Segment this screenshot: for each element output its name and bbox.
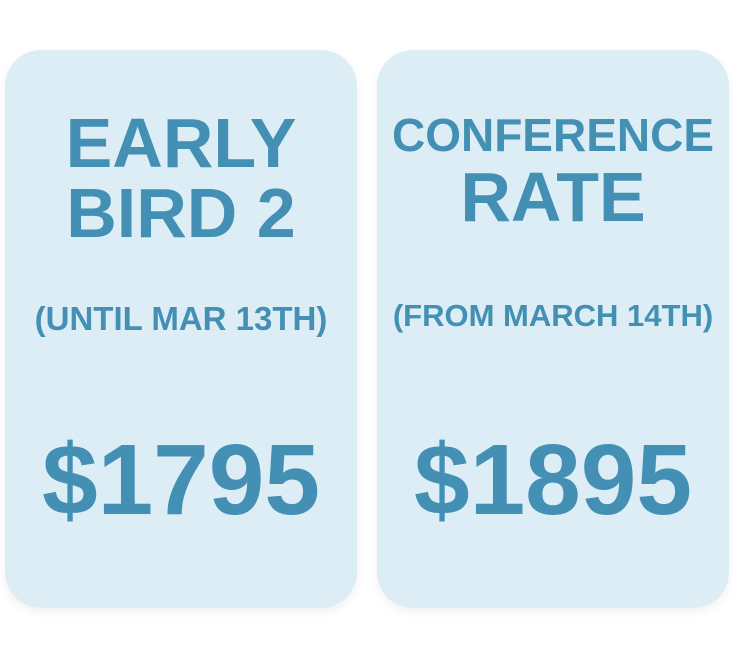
card-subtitle: (UNTIL MAR 13TH) bbox=[34, 300, 328, 337]
card-title: BIRD 2 bbox=[66, 174, 296, 252]
price-card: EARLY BIRD 2 (UNTIL MAR 13TH) $1795 bbox=[5, 50, 357, 608]
card-price: $1795 bbox=[41, 424, 321, 536]
card-price: $1895 bbox=[413, 424, 693, 536]
card-title: EARLY bbox=[65, 104, 297, 182]
price-card: CONFERENCE RATE (FROM MARCH 14TH) $1895 bbox=[377, 50, 729, 608]
card-title: CONFERENCE bbox=[391, 109, 715, 161]
card-subtitle: (FROM MARCH 14TH) bbox=[392, 298, 714, 333]
card-title: RATE bbox=[460, 158, 646, 236]
